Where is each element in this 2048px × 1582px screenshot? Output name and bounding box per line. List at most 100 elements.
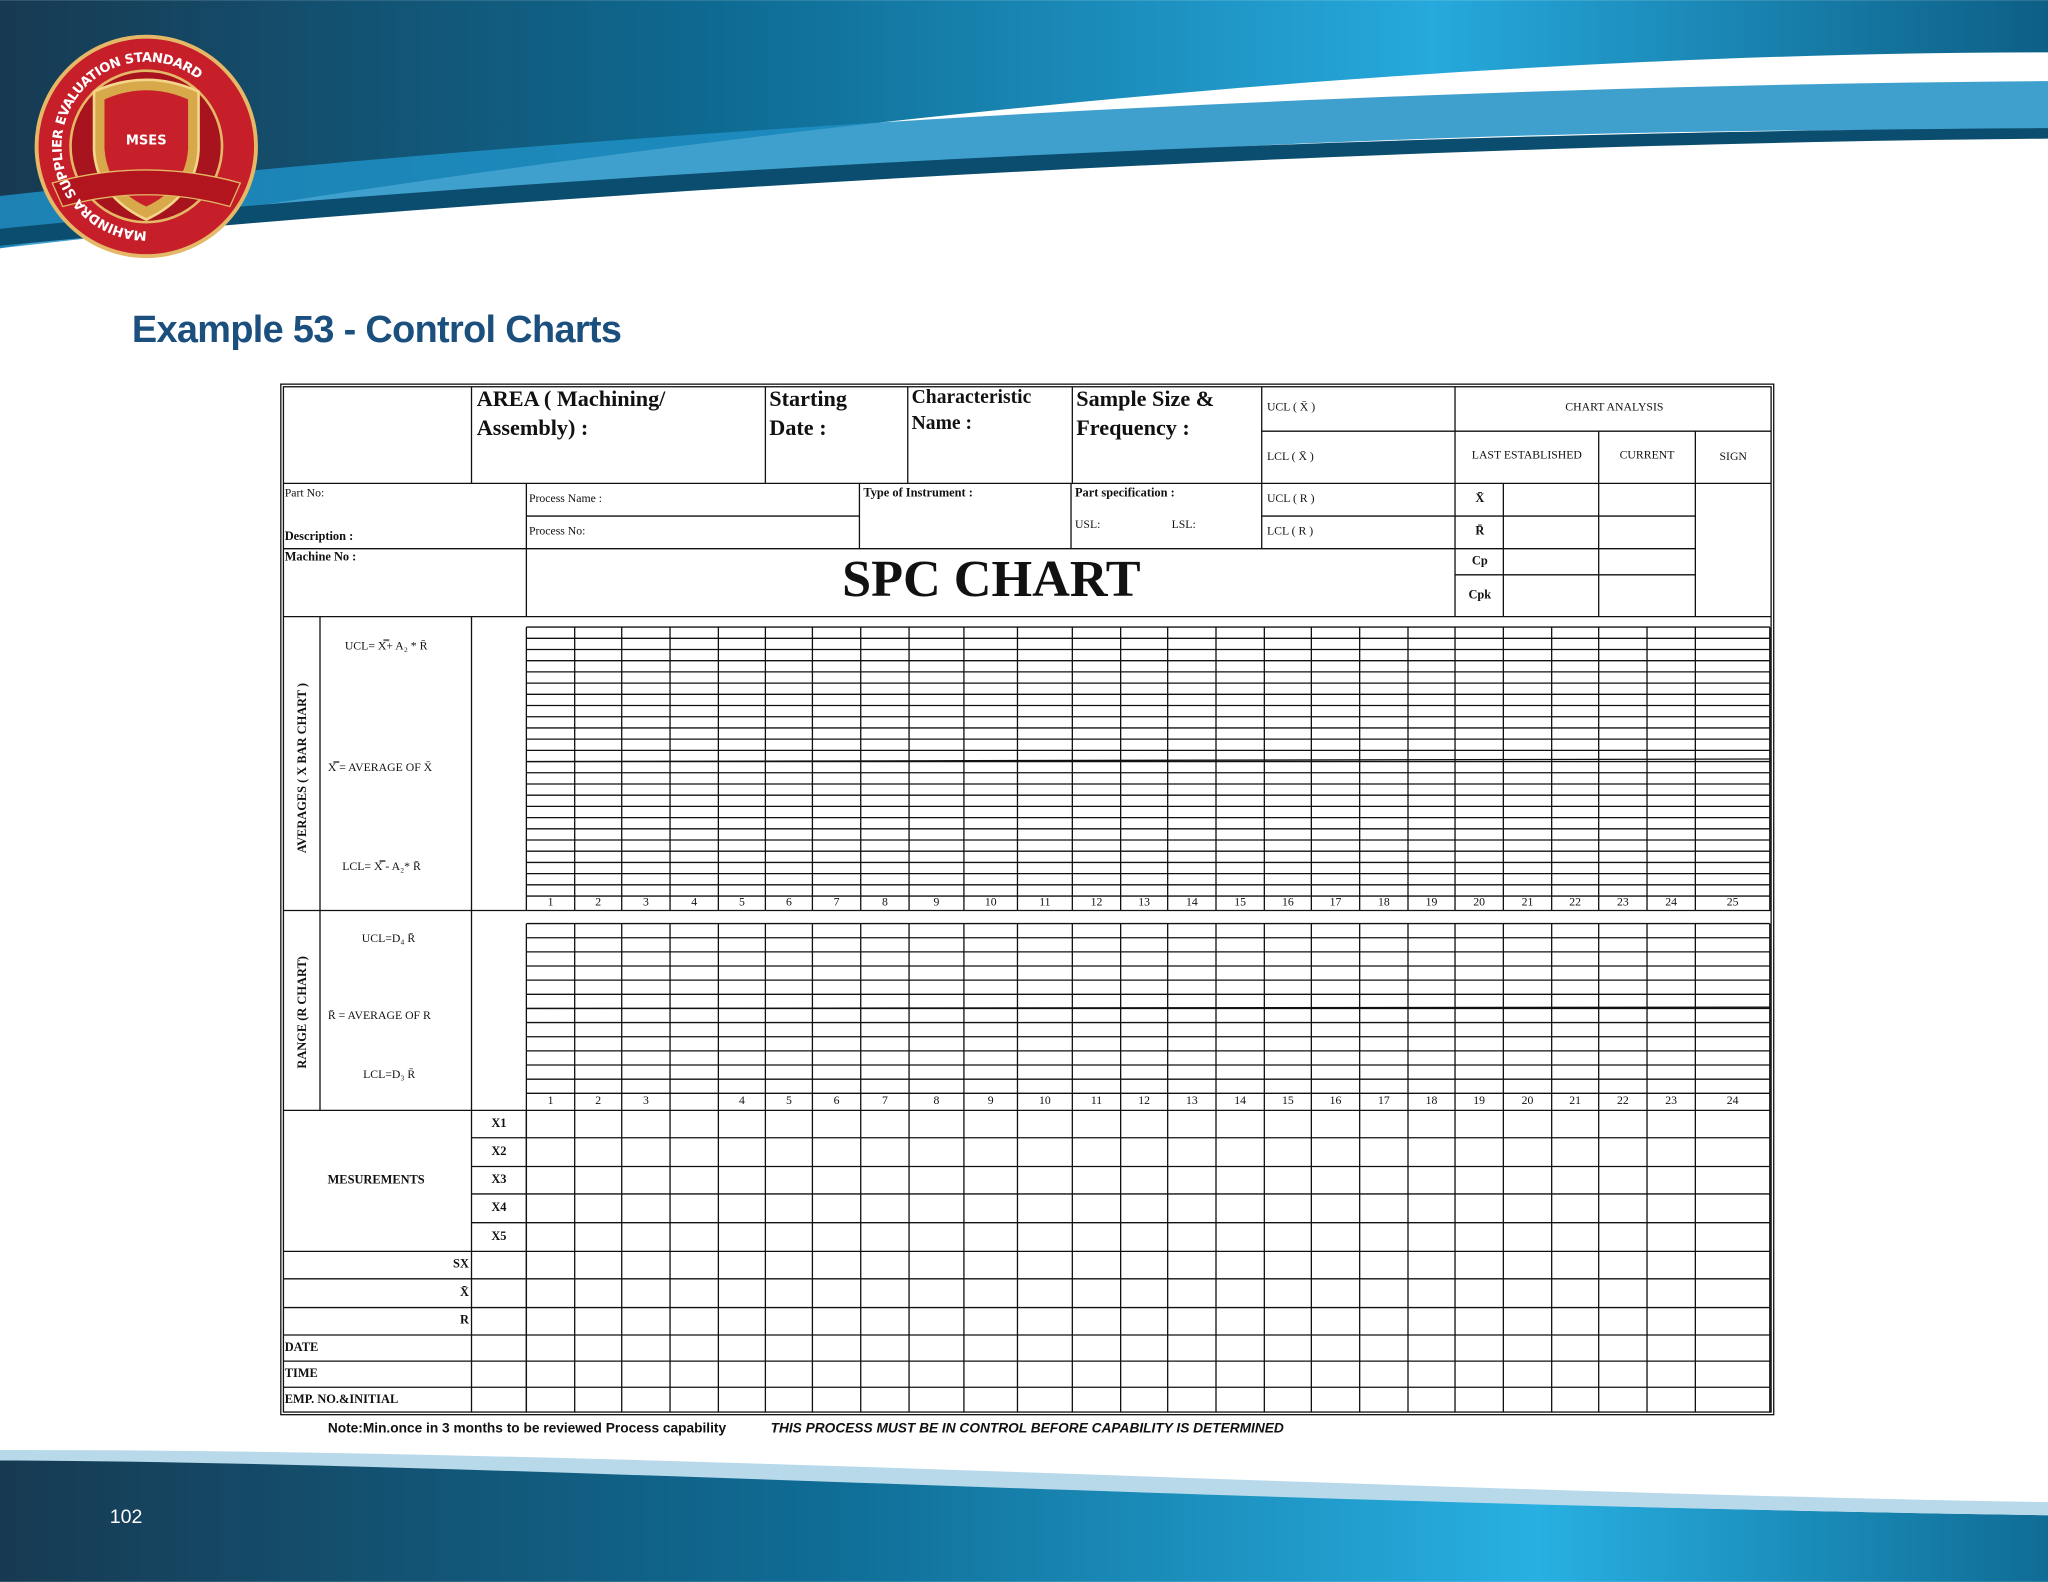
column-number: 1 [548, 895, 554, 908]
column-number: 16 [1282, 895, 1294, 908]
label: EMP. NO.&INITIAL [285, 1392, 398, 1406]
column-number: 12 [1138, 1094, 1150, 1107]
column-number: 8 [934, 1094, 940, 1107]
label: Machine No : [285, 550, 357, 564]
column-number: 3 [643, 1094, 649, 1107]
column-number: 8 [882, 895, 888, 908]
column-number: 16 [1330, 1094, 1342, 1107]
page-title: Example 53 - Control Charts [132, 309, 621, 351]
label: Part specification : [1075, 486, 1175, 500]
column-number: 4 [739, 1094, 745, 1107]
label: Process No: [529, 524, 585, 537]
column-number: 15 [1282, 1094, 1294, 1107]
column-number: 15 [1234, 895, 1246, 908]
logo-ribbon [51, 169, 242, 208]
header-band [0, 0, 2048, 249]
column-number: 20 [1473, 895, 1485, 908]
column-number: 12 [1091, 895, 1103, 908]
column-number: 9 [934, 895, 940, 908]
label: R [460, 1312, 470, 1326]
column-number: 19 [1426, 895, 1438, 908]
label: Characteristic [912, 387, 1032, 408]
column-number: 13 [1186, 1094, 1198, 1107]
column-number: 22 [1617, 1094, 1629, 1107]
label: LCL ( X̄ ) [1267, 450, 1314, 463]
label: X1 [491, 1116, 506, 1130]
page-number: 102 [110, 1506, 143, 1528]
column-number: 17 [1378, 1094, 1390, 1107]
column-number: 23 [1617, 895, 1629, 908]
label: Name : [912, 413, 972, 434]
column-number: 14 [1234, 1094, 1246, 1107]
column-number: 14 [1186, 895, 1198, 908]
label: R̄ [1475, 524, 1485, 538]
label: X̿ = AVERAGE OF X̄ [328, 760, 433, 774]
label: Part No: [285, 487, 325, 500]
logo-text: MSES [126, 134, 167, 149]
note: Note:Min.once in 3 months to be reviewed… [328, 1421, 727, 1436]
label: LCL= X̿ - A₂* R̄ [342, 859, 421, 873]
label: X2 [491, 1144, 506, 1158]
label: X̄ [1475, 491, 1484, 505]
column-number: 10 [1039, 1094, 1051, 1107]
label: Description : [285, 529, 353, 543]
column-number: 7 [834, 895, 840, 908]
label: Cpk [1468, 588, 1491, 602]
note: THIS PROCESS MUST BE IN CONTROL BEFORE C… [771, 1421, 1284, 1436]
column-number: 2 [595, 1094, 601, 1107]
column-number: 22 [1569, 895, 1581, 908]
column-number: 5 [739, 895, 745, 908]
label: Starting [769, 386, 847, 411]
label: LCL ( R ) [1267, 524, 1313, 537]
label: UCL ( X̄ ) [1267, 400, 1315, 413]
column-number: 5 [786, 1094, 792, 1107]
label: Type of Instrument : [863, 486, 973, 500]
form-frame [280, 383, 1775, 1416]
label: UCL= X̿+ A₂ * R̄ [345, 638, 428, 652]
label: SIGN [1720, 450, 1748, 463]
header-stripe [0, 81, 2048, 249]
label: UCL ( R ) [1267, 492, 1315, 505]
center-line [526, 758, 1770, 763]
label: MESUREMENTS [328, 1173, 425, 1187]
column-number: 10 [985, 895, 997, 908]
column-number: 9 [988, 1094, 994, 1107]
label: X3 [491, 1172, 506, 1186]
column-number: 18 [1426, 1094, 1438, 1107]
column-number: 2 [595, 895, 601, 908]
label: Frequency : [1076, 415, 1190, 440]
column-number: 3 [643, 895, 649, 908]
label: Process Name : [529, 492, 602, 505]
label: SX [453, 1256, 469, 1270]
column-number: 24 [1727, 1094, 1739, 1107]
label: X5 [491, 1229, 506, 1243]
label: CURRENT [1620, 449, 1675, 462]
column-number: 25 [1727, 895, 1739, 908]
column-number: 11 [1091, 1094, 1102, 1107]
column-number: 11 [1039, 895, 1050, 908]
label: Cp [1472, 554, 1488, 568]
label: UCL=D₄ R̄ [362, 932, 416, 945]
label: Sample Size & [1076, 386, 1214, 411]
column-number: 13 [1138, 895, 1150, 908]
column-number: 17 [1330, 895, 1342, 908]
column-number: 4 [691, 895, 697, 908]
label: X̄ [460, 1285, 469, 1299]
column-number: 23 [1665, 1094, 1677, 1107]
column-number: 20 [1522, 1094, 1534, 1107]
form-heading: SPC CHART [842, 550, 1141, 608]
label: USL: [1075, 518, 1100, 531]
label: AREA ( Machining/ [477, 386, 666, 411]
section-label: AVERAGES ( X BAR CHART ) [295, 683, 309, 853]
label: LCL=D₃ R̄ [363, 1068, 415, 1081]
label: Assembly) : [477, 415, 589, 440]
column-number: 1 [548, 1094, 554, 1107]
header-stripe [0, 128, 2048, 246]
logo [34, 34, 258, 259]
column-number: 6 [786, 895, 792, 908]
column-number: 18 [1378, 895, 1390, 908]
column-number: 21 [1569, 1094, 1581, 1107]
label: TIME [285, 1366, 318, 1380]
